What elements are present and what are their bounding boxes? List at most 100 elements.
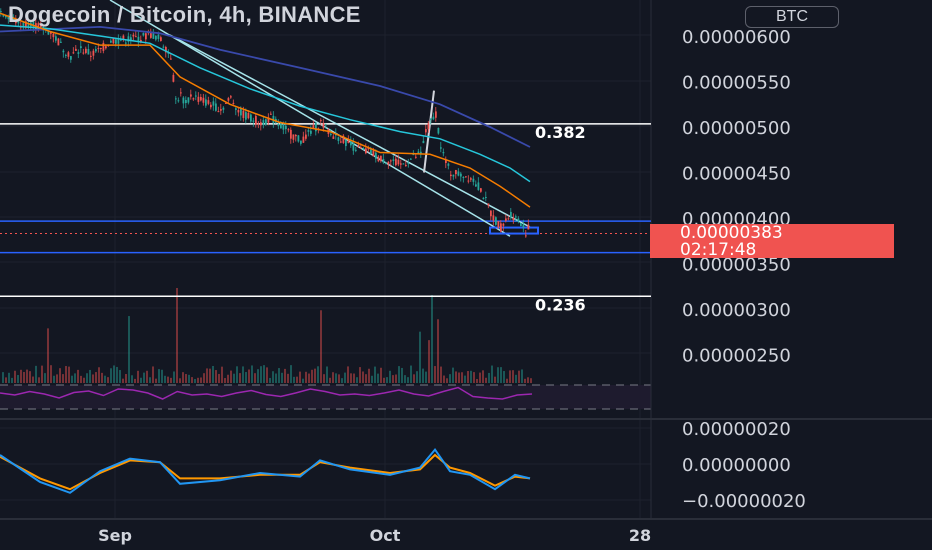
volume-bar [158,369,160,383]
volume-bar [269,377,271,383]
volume-bar [272,371,274,383]
macd-axis[interactable]: 0.00000020 0.00000000 −0.00000020 [682,419,806,512]
candle-body [322,123,325,128]
candle-body [65,54,67,56]
candle-body [187,97,190,103]
candle-body [207,100,210,104]
volume-bar [35,365,37,383]
volume-bar [29,371,31,383]
volume-bar [239,373,241,383]
candle-body [520,223,522,227]
volume-bar [506,378,508,383]
volume-bar [194,378,196,383]
candle-body [372,150,375,157]
candle-body [145,33,147,40]
volume-bar [281,372,283,383]
volume-bar [401,367,403,383]
candle-body [465,176,467,178]
volume-bar [38,377,40,383]
volume-bar [218,373,220,383]
volume-bar [104,375,106,383]
volume-bar [524,378,526,383]
candle-body [297,135,300,142]
volume-bar [422,368,424,383]
candle-body [447,163,450,166]
volume-bar [440,366,442,383]
ma-slow-line [0,24,531,183]
candle-body [120,39,122,41]
candle-body [417,151,420,154]
volume-bar [86,373,88,383]
candle-body [110,40,112,43]
candle-body [517,218,520,222]
candle-body [435,111,437,118]
volume-bar [101,372,103,383]
candle-body [40,25,42,27]
volume-bar [314,368,316,383]
volume-bar [347,366,349,383]
volume-bar [407,377,409,383]
volume-bar [467,371,469,383]
volume-bar [197,377,199,383]
candle-body [75,48,77,51]
candle-body [280,122,282,129]
volume-bar [374,366,376,383]
trendlines[interactable] [109,0,539,237]
volume-bar [248,369,250,383]
price-tick-label: 0.00000300 [682,300,791,321]
candle-body [375,152,377,159]
moving-averages [0,12,531,208]
volume-bar [437,319,439,383]
volume-bar [230,370,232,383]
price-tick-label: 0.00000450 [682,164,791,185]
candle-body [172,74,175,82]
candle-body [290,129,292,139]
candle-body [85,48,87,53]
volume-bar [185,374,187,383]
candle-body [487,203,490,206]
volume-bar [164,375,166,383]
volume-bar [11,377,13,383]
selection-box [489,226,539,235]
volume-bar [212,365,214,383]
volume-bar [179,378,181,383]
price-tick-label: 0.00000550 [682,73,791,94]
candle-body [0,11,2,13]
volume-bar [500,367,502,383]
volume-bar [443,375,445,383]
volume-bar [77,369,79,383]
volume-bar [404,375,406,383]
volume-bar [410,365,412,383]
price-axis[interactable]: 0.00000600 0.00000550 0.00000500 0.00000450… [682,27,791,367]
candle-body [350,141,352,146]
macd-lines [0,447,531,494]
candle-body [135,36,137,38]
candle-body [242,110,245,118]
candle-body [330,133,332,135]
candle-body [437,128,440,134]
currency-button[interactable]: BTC [745,6,839,28]
candle-body [257,123,260,125]
time-axis[interactable]: Sep Oct 28 [98,526,651,545]
wedge-upper-trendline [169,34,531,228]
candle-body [387,161,390,165]
price-tick-label: 0.00000600 [682,27,791,48]
fib-label: 0.236 [535,295,586,314]
volume-bar [26,369,28,383]
volume-bars [2,288,532,383]
candle-body [200,96,202,101]
volume-bar [425,371,427,383]
candle-body [470,178,472,180]
volume-bar [488,372,490,383]
candle-body [155,35,157,40]
candle-body [50,31,52,34]
volume-bar [107,377,109,383]
volume-bar [128,316,130,383]
candle-body [370,149,372,154]
volume-bar [8,372,10,383]
candle-body [475,184,477,187]
volume-bar [152,366,154,383]
candle-body [220,109,222,111]
volume-bar [53,375,55,383]
